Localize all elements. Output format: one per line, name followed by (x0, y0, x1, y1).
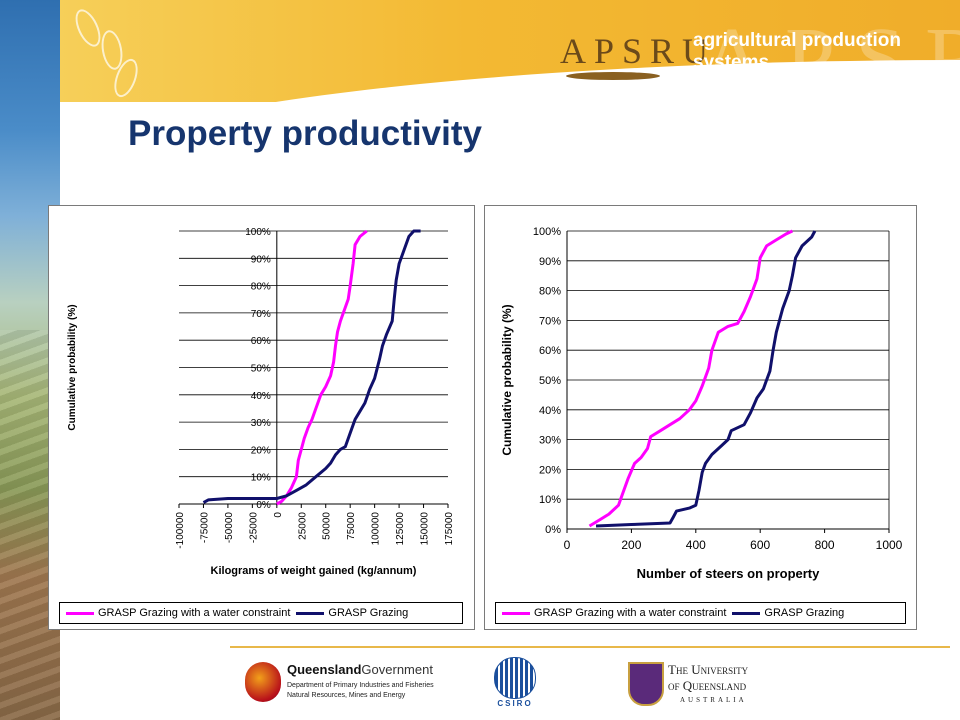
legend-item: GRASP Grazing with a water constraint (66, 607, 290, 619)
x-tick-label: 800 (815, 538, 835, 552)
chart-steers: 0% 10% 20% 30% 40% 50% 60% 70% 80% 90% 100% 0 200 400… (484, 205, 917, 630)
x-tick-label: 1000 (876, 538, 903, 552)
page-title: Property productivity (128, 114, 482, 153)
y-tick-label: 50% (539, 375, 561, 387)
legend-label: GRASP Grazing (328, 607, 409, 619)
x-tick-label: -100000 (175, 512, 186, 549)
apsru-logo: APSRU (560, 31, 717, 71)
chart-legend: GRASP Grazing with a water constraint GRA… (495, 602, 906, 624)
uq-logo: The University of Queensland AUSTRALIA (628, 660, 778, 708)
series-line-grazing (595, 230, 817, 528)
y-tick-label: 0% (545, 524, 561, 536)
uq-line1: The University (668, 662, 749, 677)
x-tick-label: 200 (621, 538, 641, 552)
legend-swatch (732, 611, 761, 615)
x-tick-label: -50000 (224, 512, 235, 544)
qld-dept-line1: Department of Primary Industries and Fis… (287, 682, 434, 689)
qld-dept-line2: Natural Resources, Mines and Energy (287, 692, 406, 699)
x-tick-label: 125000 (395, 512, 406, 546)
y-tick-label: 10% (251, 473, 271, 484)
x-tick-label: -25000 (248, 512, 259, 544)
header-tagline: agricultural production systems research… (693, 30, 960, 96)
y-tick-label: 60% (539, 345, 561, 357)
y-tick-label: 70% (251, 309, 271, 320)
x-tick-label: 75000 (346, 512, 357, 540)
y-tick-label: 80% (539, 286, 561, 298)
header-watermark: APSRU (700, 10, 960, 109)
y-tick-label: 100% (533, 226, 561, 238)
qld-name: Queensland (287, 662, 362, 677)
y-tick-label: 40% (251, 391, 271, 402)
legend-item: GRASP Grazing with a water constraint (502, 607, 726, 619)
y-tick-label: 30% (539, 435, 561, 447)
y-axis-label: Cumulative probability (%) (500, 304, 514, 455)
tagline-line1: agricultural production systems (693, 30, 901, 73)
x-tick-label: 150000 (420, 512, 431, 546)
legend-label: GRASP Grazing with a water constraint (534, 607, 727, 619)
x-tick-label: 100000 (371, 512, 382, 546)
legend-label: GRASP Grazing with a water constraint (98, 607, 291, 619)
footer-divider (230, 646, 950, 648)
x-tick-label: 400 (686, 538, 706, 552)
y-tick-label: 50% (251, 364, 271, 375)
y-tick-label: 20% (251, 445, 271, 456)
x-tick-label: 0 (273, 512, 284, 518)
y-tick-label: 30% (251, 418, 271, 429)
chart-weight-gained-svg: 0% 10% 20% 30% 40% 50% 60% 70% 80% 90% 100% -100000… (67, 227, 455, 577)
legend-item: GRASP Grazing (296, 607, 408, 619)
series-line-water-constraint (276, 229, 368, 506)
x-tick-label: 50000 (322, 512, 333, 540)
y-tick-label: 70% (539, 315, 561, 327)
chart-weight-gained: 0% 10% 20% 30% 40% 50% 60% 70% 80% 90% 100% -100000… (48, 205, 475, 630)
uq-line2: of Queensland (668, 678, 747, 693)
y-axis-label: Cumulative probability (%) (67, 304, 78, 430)
series-line-water-constraint (588, 229, 794, 528)
y-tick-label: 0% (256, 500, 271, 511)
uq-crest-icon (628, 662, 664, 706)
qld-gov: Government (361, 662, 433, 677)
uq-line3: AUSTRALIA (680, 696, 747, 704)
csiro-label: CSIRO (497, 699, 533, 708)
x-tick-label: 25000 (297, 512, 308, 540)
x-axis-label: Kilograms of weight gained (kg/annum) (211, 565, 417, 577)
x-tick-label: 175000 (444, 512, 455, 546)
y-tick-label: 90% (539, 256, 561, 268)
y-tick-label: 20% (539, 464, 561, 476)
y-tick-label: 100% (245, 227, 271, 238)
chart-steers-svg: 0% 10% 20% 30% 40% 50% 60% 70% 80% 90% 100% 0 200 400… (500, 226, 903, 581)
qld-emblem-icon (245, 662, 281, 702)
apsru-logo-swoosh (566, 72, 660, 80)
tagline-line2: research unit (693, 74, 813, 95)
y-tick-label: 40% (539, 405, 561, 417)
x-tick-label: -75000 (199, 512, 210, 544)
legend-label: GRASP Grazing (764, 607, 845, 619)
qld-government-logo: QueenslandGovernment Department of Prima… (245, 660, 435, 708)
legend-item: GRASP Grazing (732, 607, 844, 619)
x-tick-label: 0 (564, 538, 571, 552)
csiro-emblem-icon (494, 657, 536, 699)
legend-swatch (502, 611, 530, 615)
series-line-grazing (202, 229, 421, 504)
y-tick-label: 80% (251, 282, 271, 293)
x-tick-label: 600 (750, 538, 770, 552)
y-tick-label: 10% (539, 494, 561, 506)
y-tick-label: 60% (251, 336, 271, 347)
legend-swatch (296, 611, 325, 615)
legend-swatch (66, 611, 94, 615)
chart-legend: GRASP Grazing with a water constraint GRA… (59, 602, 463, 624)
csiro-logo: CSIRO (492, 655, 538, 711)
y-tick-label: 90% (251, 254, 271, 265)
x-axis-label: Number of steers on property (637, 566, 821, 581)
